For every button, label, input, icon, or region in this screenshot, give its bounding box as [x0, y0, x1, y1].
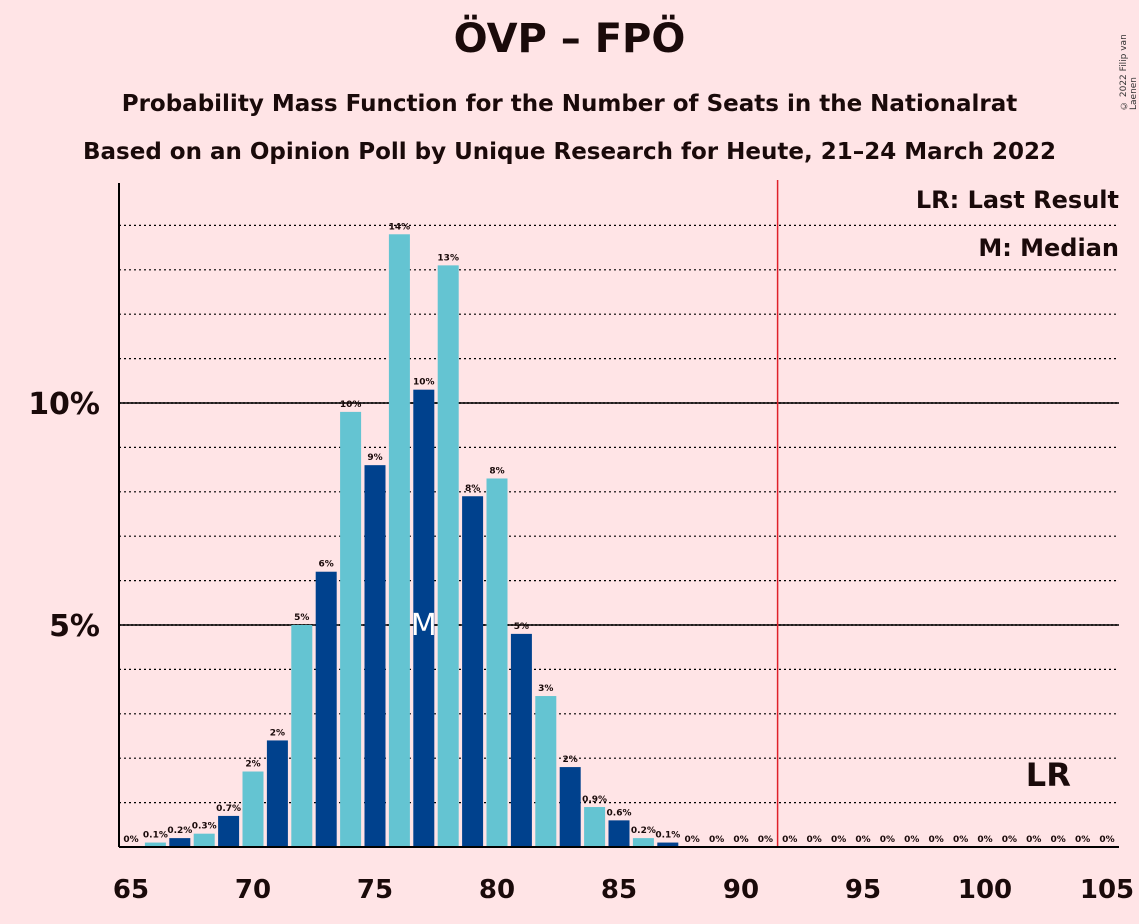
bar-label-seat-73: 6% [319, 560, 334, 570]
bar-label-seat-80: 8% [489, 466, 504, 476]
bar-label-seat-78: 13% [437, 253, 459, 263]
bar-seat-78 [437, 265, 459, 847]
x-tick-label-85: 85 [601, 875, 637, 905]
x-tick-label-100: 100 [958, 875, 1012, 905]
chart-subtitle: Probability Mass Function for the Number… [121, 91, 1018, 117]
bar-label-seat-104: 0% [1075, 835, 1090, 845]
x-tick-label-105: 105 [1080, 875, 1134, 905]
bar-seat-84 [584, 807, 606, 847]
bar-label-seat-90: 0% [733, 835, 748, 845]
bar-label-seat-94: 0% [831, 835, 846, 845]
bar-label-seat-101: 0% [1002, 835, 1017, 845]
x-tick-label-75: 75 [357, 875, 393, 905]
bar-label-seat-79: 8% [465, 484, 480, 494]
median-marker: M [411, 608, 437, 643]
bar-seat-83 [559, 767, 581, 847]
bar-label-seat-102: 0% [1026, 835, 1041, 845]
grid-lines [119, 224, 1119, 804]
bar-seat-67 [169, 838, 191, 847]
bar-label-seat-68: 0.3% [192, 822, 217, 832]
x-tick-label-95: 95 [845, 875, 881, 905]
bar-seat-81 [510, 633, 532, 847]
bar-seat-69 [218, 815, 240, 847]
bar-label-seat-89: 0% [709, 835, 724, 845]
bar-label-seat-76: 14% [389, 222, 411, 232]
bar-seat-72 [291, 625, 313, 847]
bar-seat-73 [315, 571, 337, 847]
bar-seat-87 [657, 842, 679, 847]
bar-label-seat-100: 0% [977, 835, 992, 845]
bar-label-seat-85: 0.6% [607, 808, 632, 818]
bar-label-seat-97: 0% [904, 835, 919, 845]
y-tick-label-10: 10% [28, 387, 100, 422]
bar-label-seat-86: 0.2% [631, 826, 656, 836]
last-result-marker: LR [1026, 756, 1071, 794]
bar-label-seat-87: 0.1% [655, 831, 680, 841]
x-tick-label-65: 65 [113, 875, 149, 905]
bar-label-seat-91: 0% [758, 835, 773, 845]
bar-label-seat-93: 0% [807, 835, 822, 845]
y-tick-label-5: 5% [49, 609, 100, 644]
bar-label-seat-98: 0% [929, 835, 944, 845]
x-tick-label-80: 80 [479, 875, 515, 905]
bar-label-seat-83: 2% [563, 755, 578, 765]
bar-label-seat-70: 2% [245, 760, 260, 770]
bar-label-seat-95: 0% [855, 835, 870, 845]
bar-seat-74 [340, 411, 362, 847]
bar-label-seat-81: 5% [514, 622, 529, 632]
bar-seat-70 [242, 771, 264, 847]
bar-label-seat-75: 9% [367, 453, 382, 463]
bar-label-seat-82: 3% [538, 684, 553, 694]
bar-seat-68 [193, 833, 215, 847]
bar-seat-76 [388, 234, 410, 847]
x-tick-label-90: 90 [723, 875, 759, 905]
bar-label-seat-65: 0% [123, 835, 138, 845]
bar-seat-82 [535, 696, 557, 847]
bar-seat-66 [144, 842, 166, 847]
bar-label-seat-105: 0% [1099, 835, 1114, 845]
bar-label-seat-92: 0% [782, 835, 797, 845]
bar-label-seat-88: 0% [685, 835, 700, 845]
bar-seat-86 [632, 838, 654, 847]
bar-label-seat-72: 5% [294, 613, 309, 623]
legend-median: M: Median [978, 234, 1119, 262]
bar-label-seat-99: 0% [953, 835, 968, 845]
bar-seat-85 [608, 820, 630, 847]
bar-seat-80 [486, 478, 508, 847]
bars: 0% 0.1% 0.2% 0.3%0.7%2%2%5%6%10%9%14%10%13%… [123, 222, 1115, 847]
bar-seat-71 [266, 740, 288, 847]
axes: LR 5% 10% 65 70 75 80 85 90 95 100 105 [28, 180, 1134, 905]
bar-label-seat-67: 0.2% [167, 826, 192, 836]
x-tick-label-70: 70 [235, 875, 271, 905]
chart-source-line: Based on an Opinion Poll by Unique Resea… [82, 139, 1056, 165]
bar-seat-77 [413, 389, 435, 847]
bar-label-seat-69: 0.7% [216, 804, 241, 814]
bar-label-seat-103: 0% [1051, 835, 1066, 845]
bar-label-seat-66: 0.1% [143, 831, 168, 841]
bar-seat-75 [364, 465, 386, 847]
bar-label-seat-96: 0% [880, 835, 895, 845]
chart-title: ÖVP – FPÖ [453, 16, 686, 62]
bar-label-seat-71: 2% [270, 728, 285, 738]
legend-last-result: LR: Last Result [915, 186, 1119, 214]
bar-label-seat-74: 10% [340, 400, 362, 410]
bar-seat-79 [462, 496, 484, 847]
bar-label-seat-77: 10% [413, 378, 435, 388]
bar-label-seat-84: 0.9% [582, 795, 607, 805]
